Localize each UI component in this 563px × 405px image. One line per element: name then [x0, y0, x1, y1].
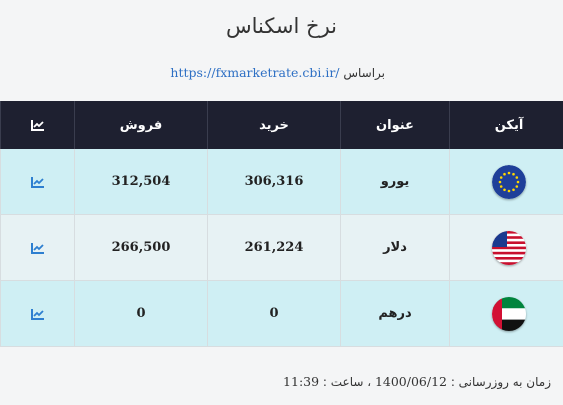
buy-value: 261,224: [207, 214, 341, 281]
buy-value: 306,316: [207, 149, 341, 215]
chart-line-icon: [30, 308, 44, 320]
chart-cell[interactable]: [0, 214, 75, 281]
table-header-row: آیکن عنوان خرید فروش: [0, 101, 563, 149]
table-row: درهم 0 0: [0, 280, 563, 347]
source-line: براساس https://fxmarketrate.cbi.ir/: [170, 65, 385, 80]
flag-cell: [449, 149, 563, 215]
table-row: دلار 261,224 266,500: [0, 214, 563, 281]
header-name: عنوان: [340, 101, 450, 149]
header-chart[interactable]: [0, 101, 75, 149]
source-prefix: براساس: [343, 66, 385, 80]
eu-flag-icon: [492, 164, 526, 199]
header-buy: خرید: [207, 101, 341, 149]
chart-line-icon: [30, 242, 44, 254]
currency-name: یورو: [340, 149, 450, 215]
rates-table: آیکن عنوان خرید فروش: [0, 101, 563, 347]
uae-flag-icon: [492, 296, 526, 331]
chart-cell[interactable]: [0, 280, 75, 347]
time-label: ، ساعت :: [322, 375, 372, 389]
update-time: زمان به روزرسانی : 1400/06/12 ، ساعت : 1…: [283, 374, 551, 389]
currency-name: درهم: [340, 280, 450, 347]
flag-cell: [449, 214, 563, 281]
header-icon: آیکن: [449, 101, 563, 149]
currency-name: دلار: [340, 214, 450, 281]
source-link[interactable]: https://fxmarketrate.cbi.ir/: [170, 65, 340, 80]
flag-cell: [449, 280, 563, 347]
update-date: 1400/06/12: [374, 374, 447, 389]
us-flag-icon: [492, 230, 526, 265]
chart-cell[interactable]: [0, 149, 75, 215]
page-title: نرخ اسکناس: [225, 14, 338, 38]
update-label: زمان به روزرسانی :: [450, 375, 551, 389]
buy-value: 0: [207, 280, 341, 347]
chart-line-icon: [30, 176, 44, 188]
header-sell: فروش: [74, 101, 208, 149]
sell-value: 312,504: [74, 149, 208, 215]
table-row: یورو 306,316 312,504: [0, 149, 563, 215]
sell-value: 266,500: [74, 214, 208, 281]
sell-value: 0: [74, 280, 208, 347]
update-time-value: 11:39: [283, 374, 320, 389]
chart-line-icon: [30, 120, 44, 131]
